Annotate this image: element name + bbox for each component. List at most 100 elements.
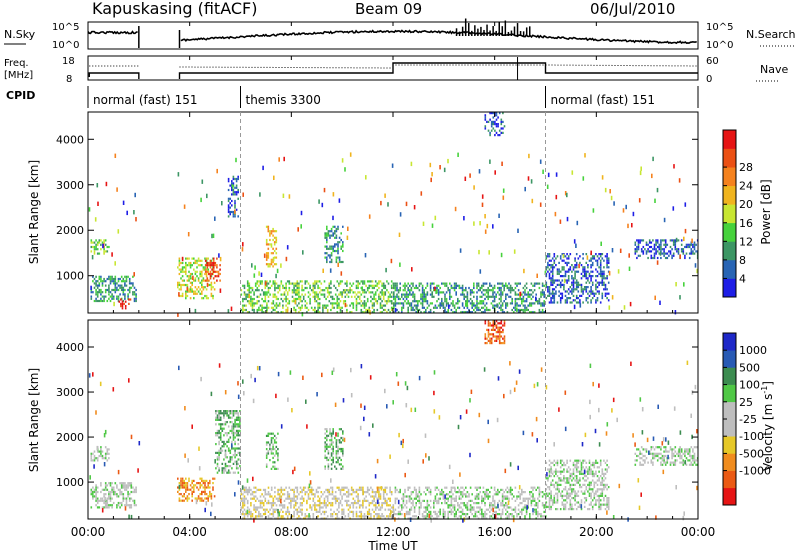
velocity-cell [412,515,414,518]
power-cell [439,286,441,290]
power-cell [189,261,192,265]
power-cell [100,297,102,300]
power-cell [541,304,544,307]
velocity-cell [204,488,206,491]
power-cell [282,286,284,290]
velocity-cell [318,486,321,489]
velocity-cell [389,497,391,500]
velocity-cell [527,497,529,500]
power-cell [93,241,96,244]
velocity-cell [358,486,361,489]
power-cell [357,280,359,283]
power-cell [100,280,102,283]
velocity-cell [376,513,379,516]
power-cell [210,288,213,291]
velocity-cell [357,497,359,500]
velocity-cell [439,497,441,500]
velocity-cell [493,488,496,491]
power-cell [530,311,533,314]
power-cell [108,245,110,249]
velocity-cell [442,495,445,498]
power-cell [181,261,184,265]
velocity-cell [368,502,371,505]
velocity-cell [307,493,310,496]
power-cell [463,295,465,298]
power-cell [193,268,195,271]
power-cell [661,239,664,242]
power-cell [334,293,337,296]
velocity-cell [386,515,388,518]
power-cell [285,308,287,312]
velocity-cell [285,497,287,500]
velocity-cell [501,499,504,502]
velocity-cell [538,493,541,496]
power-cell [285,282,287,285]
power-cell [273,263,276,266]
power-cell [674,310,677,315]
velocity-cell [374,506,377,509]
velocity-cell [445,493,448,496]
velocity-cell [519,502,521,505]
power-cell [579,255,581,258]
velocity-cell [371,508,374,511]
power-cell [96,241,99,244]
velocity-cell [109,497,112,500]
power-cell [127,295,129,298]
power-cell [417,300,419,303]
power-cell [235,193,238,196]
power-cell [645,250,648,253]
power-cell [413,308,416,312]
velocity-cell [210,493,213,496]
velocity-cell [296,502,299,505]
power-cell [324,232,326,235]
velocity-cell [329,443,331,446]
velocity-cell [415,493,417,496]
velocity-cell [476,486,478,489]
power-cell [497,123,499,126]
power-cell [199,292,201,295]
power-cell [598,253,600,256]
velocity-cell [550,492,552,495]
velocity-cell [355,502,358,505]
velocity-cell [127,484,129,487]
power-cell [260,272,263,277]
power-cell [341,293,343,296]
velocity-cell [529,515,531,518]
power-cell [362,311,364,314]
velocity-cell [490,324,493,327]
velocity-cell [551,483,554,486]
velocity-cell [501,508,504,511]
power-cell [358,282,361,285]
power-cell [591,264,594,267]
power-cell [325,306,327,309]
velocity-cell [485,488,488,491]
power-cell [114,282,117,285]
velocity-cell [453,499,456,502]
velocity-cell [502,331,504,334]
velocity-cell [522,499,525,502]
power-cell [672,254,675,257]
nsky-line [87,29,698,45]
power-cell [270,284,273,287]
power-cell [412,284,414,287]
velocity-cell [234,454,236,457]
velocity-cell [216,429,219,432]
power-cell [487,293,489,296]
power-cell [334,225,336,228]
power-cell [573,304,576,310]
power-cell [199,275,201,278]
velocity-cell [378,504,380,507]
velocity-cell [426,502,429,505]
power-cell [342,241,344,244]
velocity-cell [302,486,305,489]
power-cell [668,254,670,257]
velocity-cell [453,504,456,507]
velocity-cell [442,510,445,513]
power-cell [401,302,403,305]
velocity-cell [323,491,326,494]
velocity-cell [212,482,214,485]
velocity-cell [346,504,348,507]
power-cell [314,291,316,294]
velocity-cell [327,452,330,455]
velocity-cell [306,499,308,502]
